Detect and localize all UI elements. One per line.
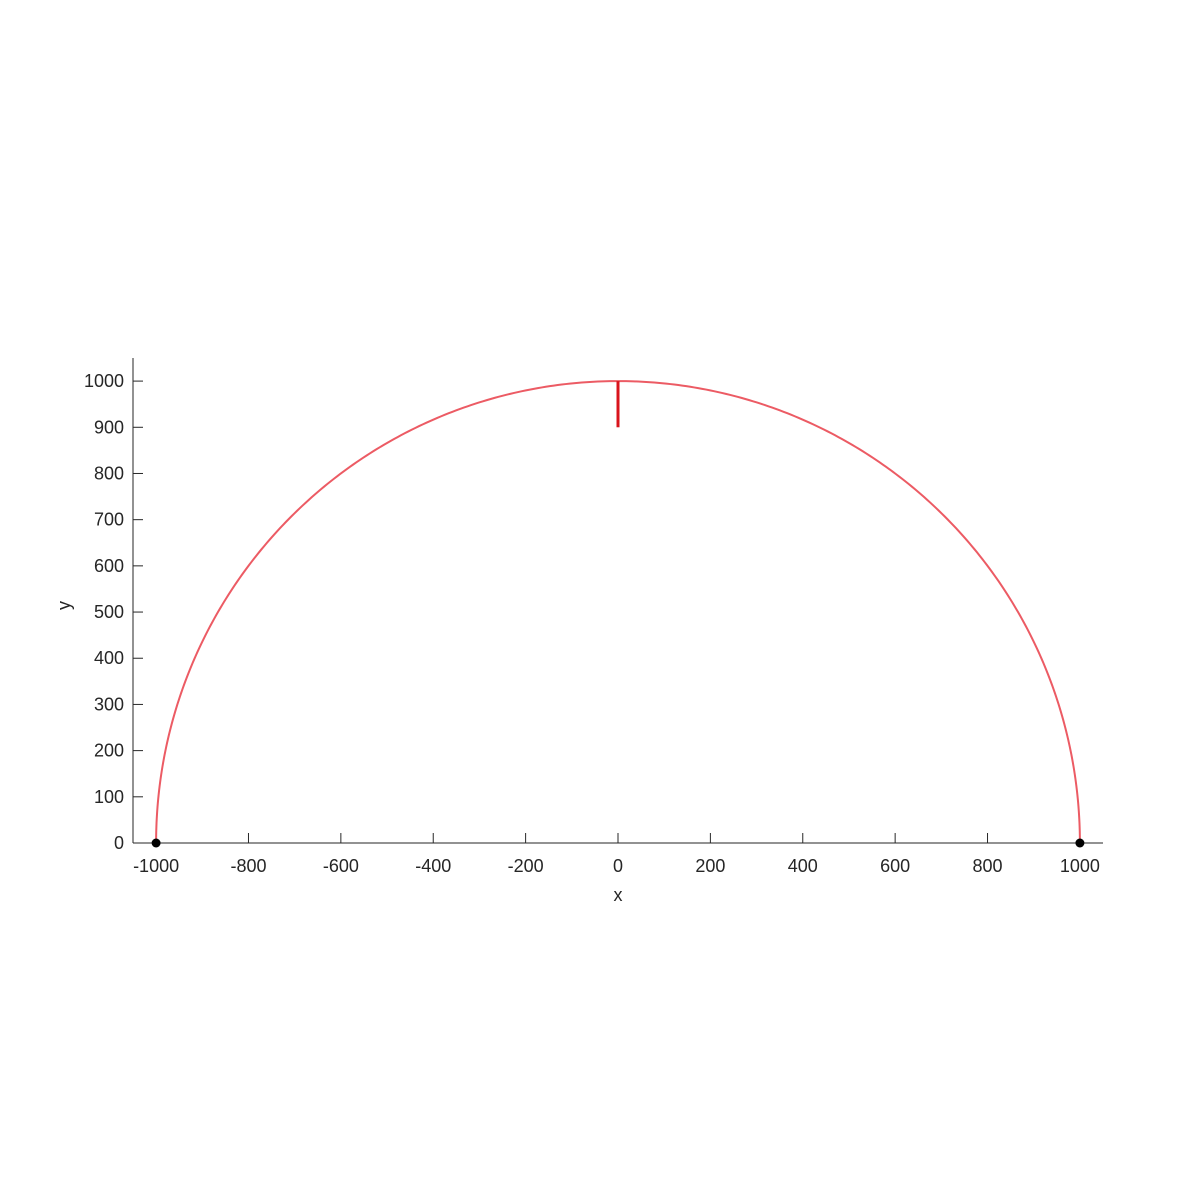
x-tick-label: -400 [415,856,451,876]
y-tick-label: 500 [94,602,124,622]
y-tick-label: 800 [94,463,124,483]
x-tick-label: 0 [613,856,623,876]
x-tick-label: -200 [508,856,544,876]
y-axis-label: y [54,601,74,610]
y-tick-label: 300 [94,694,124,714]
x-tick-label: 800 [973,856,1003,876]
x-tick-label: -800 [230,856,266,876]
x-tick-label: -600 [323,856,359,876]
y-tick-label: 700 [94,510,124,530]
plot-area: -1000 -800 -600 -400 -200 0 200 400 600 800 1000 0… [84,358,1103,876]
y-tick-label: 100 [94,787,124,807]
x-axis-label: x [614,885,623,905]
x-ticks: -1000 -800 -600 -400 -200 0 200 400 600 800 1000 [133,833,1100,876]
series-layer [151,380,1085,848]
endpoint-marker [1075,838,1085,848]
x-tick-label: 1000 [1060,856,1100,876]
x-tick-label: 600 [880,856,910,876]
x-tick-label: 200 [695,856,725,876]
y-ticks: 0 100 200 300 400 500 600 700 800 900 1000 [84,371,143,853]
y-tick-label: 0 [114,833,124,853]
y-tick-label: 1000 [84,371,124,391]
y-tick-label: 400 [94,648,124,668]
y-tick-label: 200 [94,741,124,761]
x-tick-label: 400 [788,856,818,876]
y-tick-label: 900 [94,417,124,437]
endpoint-marker [151,838,161,848]
y-tick-label: 600 [94,556,124,576]
semicircle-line [155,380,1081,844]
x-tick-label: -1000 [133,856,179,876]
